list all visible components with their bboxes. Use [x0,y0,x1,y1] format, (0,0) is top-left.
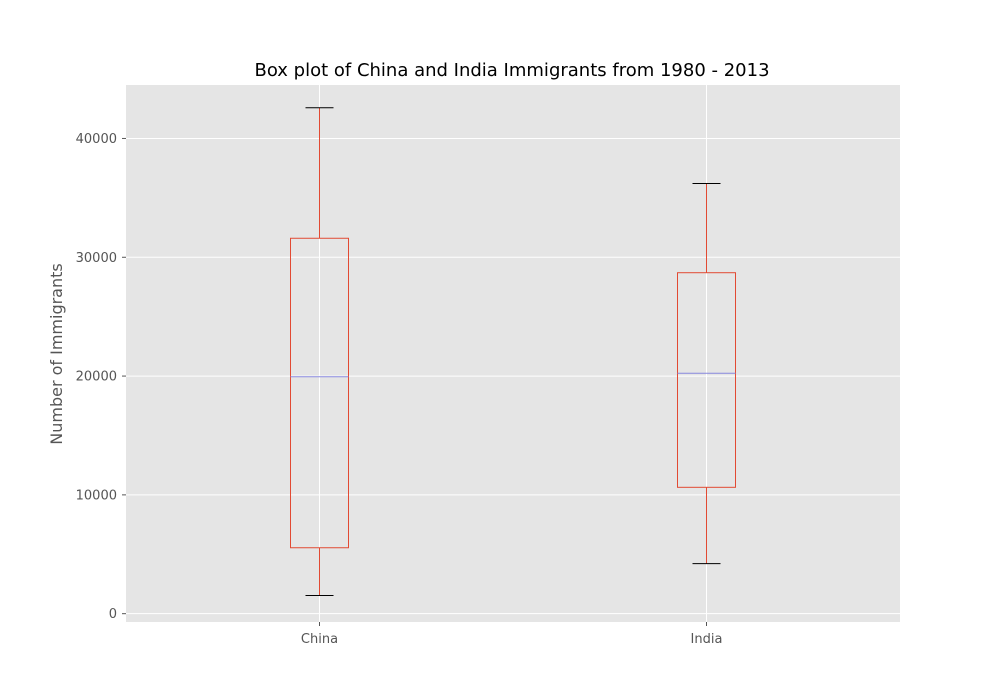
y-tick-label: 0 [109,607,117,622]
plot-area: 0 10000 20000 30000 40000 China India [76,85,900,647]
box-india [677,272,736,488]
y-axis-label: Number of Immigrants [47,263,66,445]
y-tick-label: 40000 [76,132,117,147]
plot-background [126,85,900,622]
box-china [290,237,349,549]
y-tick-label: 30000 [76,251,117,266]
x-tick-label: China [301,632,338,647]
y-tick-label: 10000 [76,488,117,503]
y-tick-label: 20000 [76,370,117,385]
x-tick-label: India [691,632,723,647]
chart-title: Box plot of China and India Immigrants f… [254,60,769,81]
